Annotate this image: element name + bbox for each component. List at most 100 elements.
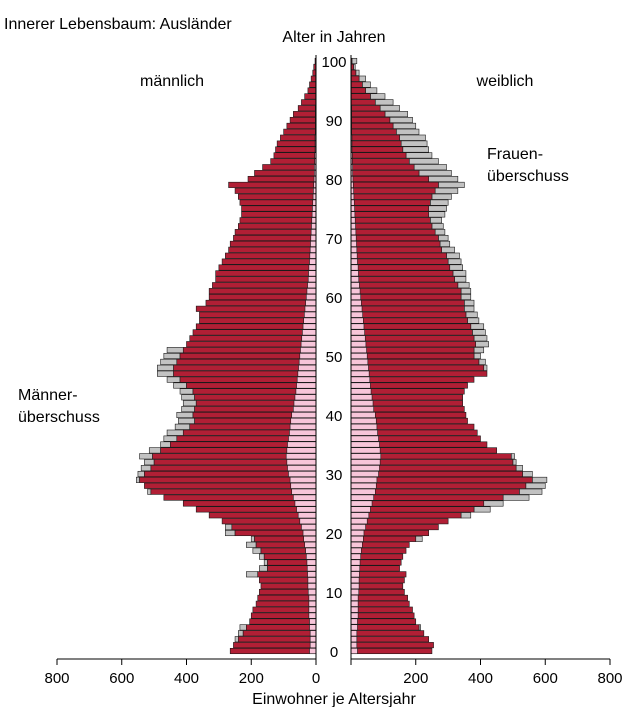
female-core-bar <box>350 282 360 289</box>
male-bar <box>199 311 317 318</box>
female-surplus-bar <box>355 69 360 76</box>
male-core-bar <box>295 388 317 395</box>
male-surplus-bar <box>181 394 195 401</box>
female-core-bar <box>350 470 379 478</box>
female-core-bar <box>350 364 369 371</box>
male-core-bar <box>294 394 317 401</box>
female-core-bar <box>350 594 359 601</box>
female-surplus-bar <box>370 93 386 100</box>
female-core-bar <box>350 411 376 419</box>
female-core-bar <box>350 465 380 472</box>
chart-title: Innerer Lebensbaum: Ausländer <box>4 16 232 33</box>
male-core-bar <box>294 500 317 507</box>
male-core-bar <box>293 494 317 501</box>
male-bar <box>215 270 317 277</box>
male-core-bar <box>310 234 317 242</box>
right-group-label: weiblich <box>476 73 534 90</box>
female-bar <box>350 87 366 94</box>
male-core-bar <box>307 276 317 283</box>
male-core-bar <box>293 406 317 413</box>
male-bar <box>241 211 317 218</box>
male-bar <box>234 229 317 236</box>
male-bar <box>275 146 317 153</box>
female-bar <box>350 93 371 100</box>
female-surplus-bar <box>405 152 433 159</box>
male-bar <box>218 264 317 271</box>
female-core-bar <box>350 541 363 548</box>
female-bar <box>350 311 467 318</box>
x-tick-label: 800 <box>597 670 622 687</box>
male-surplus-bar <box>259 565 268 572</box>
female-core-bar <box>350 565 361 572</box>
female-bar <box>350 199 431 206</box>
female-bar <box>350 482 527 489</box>
female-core-bar <box>350 211 356 218</box>
male-bar <box>208 293 317 301</box>
female-core-bar <box>350 317 364 324</box>
female-surplus-bar <box>478 358 486 365</box>
x-axis-label: Einwohner je Altersjahr <box>252 691 416 707</box>
male-surplus-bar <box>259 553 265 560</box>
male-core-bar <box>297 512 317 519</box>
female-surplus-bar <box>460 288 472 295</box>
female-core-bar <box>350 217 356 224</box>
male-bars <box>136 57 317 655</box>
male-surplus-bar <box>163 435 178 442</box>
female-bar <box>350 642 434 649</box>
male-core-bar <box>302 329 317 336</box>
female-surplus-bar <box>399 134 426 141</box>
female-bar <box>350 217 431 224</box>
male-bar <box>293 111 317 118</box>
male-core-bar <box>299 352 317 360</box>
female-core-bar <box>350 270 359 277</box>
female-core-bar <box>350 476 378 483</box>
female-core-bar <box>350 512 370 519</box>
female-bar <box>350 317 468 324</box>
male-core-bar <box>311 223 317 230</box>
male-core-bar <box>293 400 317 407</box>
female-surplus-bar <box>512 459 517 466</box>
female-core-bar <box>350 447 381 454</box>
male-surplus-bar <box>157 370 174 377</box>
male-bar <box>176 358 317 365</box>
male-core-bar <box>309 618 317 625</box>
male-core-bar <box>305 293 317 301</box>
male-core-bar <box>307 583 317 590</box>
female-core-bar <box>350 518 368 525</box>
female-surplus-bar <box>452 270 467 277</box>
male-core-bar <box>309 630 317 637</box>
male-surplus-bar <box>160 358 178 365</box>
female-bar <box>350 122 394 129</box>
male-surplus-bar <box>252 547 262 554</box>
male-core-bar <box>307 588 317 596</box>
male-bar <box>195 323 317 330</box>
female-core-bar <box>350 535 364 542</box>
x-tick-label: 0 <box>312 670 320 687</box>
female-bar <box>350 158 410 165</box>
age-tick-label: 30 <box>326 467 343 484</box>
male-core-bar <box>309 258 317 265</box>
female-bar <box>350 329 473 336</box>
male-core-bar <box>296 506 317 513</box>
male-surplus-bar <box>173 382 187 389</box>
male-bar <box>182 347 317 354</box>
female-core-bar <box>350 524 366 531</box>
female-surplus-bar <box>460 293 472 301</box>
x-tick-label: 400 <box>174 670 199 687</box>
female-surplus-bar <box>449 264 463 271</box>
male-core-bar <box>291 411 317 419</box>
male-surplus-bar <box>182 400 197 407</box>
male-surplus-bar <box>179 388 194 395</box>
male-surplus-bar <box>178 417 195 424</box>
age-tick-label: 10 <box>326 585 343 602</box>
male-surplus-bar <box>166 376 181 383</box>
male-surplus-bar <box>137 470 145 478</box>
female-core-bar <box>350 488 376 495</box>
female-core-bar <box>350 606 359 613</box>
female-bars <box>350 57 548 655</box>
male-bar <box>257 571 317 578</box>
female-core-bar <box>350 223 356 230</box>
female-core-bar <box>350 258 358 265</box>
male-core-bar <box>291 488 317 495</box>
male-bar <box>229 647 317 655</box>
